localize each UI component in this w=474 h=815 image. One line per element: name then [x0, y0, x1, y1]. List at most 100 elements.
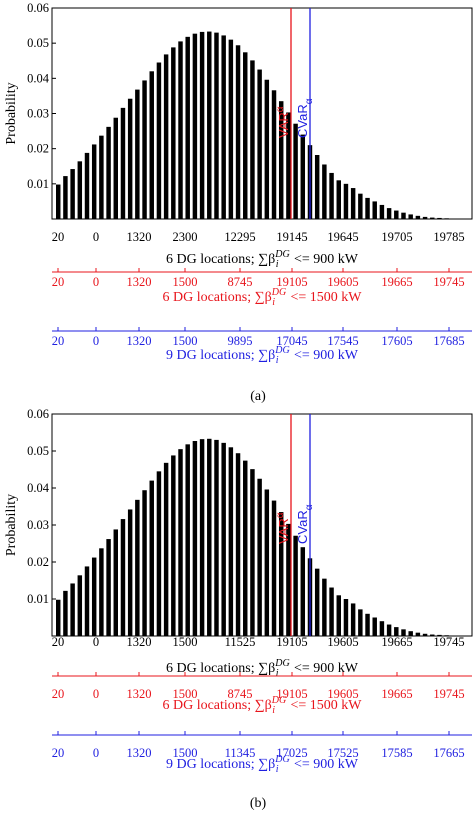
bar	[63, 176, 68, 219]
bar	[430, 634, 435, 636]
x-tick-label: 17545	[327, 334, 358, 348]
bar	[91, 144, 97, 219]
x-axis-2: 20 0 1320 1500 8745 19105 19605 19665 19745 6 DG …	[52, 268, 472, 308]
bar	[77, 575, 83, 636]
x-tick-label: 19605	[327, 635, 358, 649]
bar	[278, 101, 284, 219]
subcaption: (b)	[250, 796, 267, 811]
bar	[372, 617, 377, 636]
x-tick-label: 11345	[225, 746, 256, 760]
chart-panel-a: 0.01 0.02 0.03 0.04 0.05 0.06 Probability VARα C…	[4, 1, 473, 404]
bar	[228, 447, 234, 636]
x-tick-label: 19705	[381, 230, 412, 244]
bar	[163, 462, 169, 636]
bar	[300, 134, 306, 219]
bar	[199, 439, 205, 636]
bar	[336, 180, 341, 219]
bar	[99, 135, 104, 219]
x-tick-label: 0	[93, 334, 99, 348]
bar	[99, 548, 104, 636]
bar	[379, 621, 385, 636]
x-axis-label: 9 DG locations; ∑βDG i <= 900 kW	[166, 754, 359, 775]
x-axis-2: 20 0 1320 1500 8745 19105 19605 19665 19745 6 DG …	[52, 672, 472, 716]
bar	[127, 509, 133, 636]
y-tick-label: 0.04	[27, 71, 50, 85]
bar	[415, 632, 421, 636]
x-tick-label: 17045	[276, 334, 307, 348]
x-tick-label: 17025	[276, 746, 307, 760]
x-tick-label: 1500	[173, 635, 198, 649]
x-tick-label: 20	[52, 230, 65, 244]
bar	[149, 71, 154, 219]
x-axis-3: 20 0 1320 1500 9895 17045 17545 17605 17685 9 DG …	[52, 327, 472, 366]
x-tick-label: 17605	[381, 334, 412, 348]
y-tick-label: 0.05	[27, 36, 49, 50]
y-tick-label: 0.03	[27, 518, 49, 532]
bar	[214, 439, 219, 636]
x-tick-label: 19745	[433, 687, 464, 701]
x-tick-label: 17525	[327, 746, 358, 760]
x-tick-label: 1320	[127, 687, 152, 701]
bar	[70, 583, 75, 636]
cvar-text: CVaRα	[295, 504, 315, 544]
bar	[113, 529, 118, 636]
x-tick-label: 17665	[433, 746, 464, 760]
bar	[408, 631, 413, 636]
x-axis-1: 20 0 1320 1500 11525 19105 19605 19665 19745 6 DG…	[52, 635, 465, 679]
bar	[329, 172, 334, 219]
bar	[120, 107, 126, 219]
x-tick-label: 19605	[327, 687, 358, 701]
bar	[257, 478, 262, 636]
bar	[422, 633, 428, 636]
bar	[372, 201, 377, 219]
bar	[365, 197, 370, 219]
bar	[386, 624, 392, 636]
bar	[437, 217, 442, 219]
x-tick-label: 1500	[173, 687, 198, 701]
x-tick-label: 1320	[127, 230, 152, 244]
bar	[358, 609, 363, 636]
y-tick-label: 0.02	[27, 555, 49, 569]
bar	[394, 210, 399, 219]
bar	[221, 442, 226, 636]
bar	[343, 599, 349, 636]
bar	[106, 126, 111, 219]
cvar-label: CVaRα	[295, 98, 315, 138]
var-label: VARα	[275, 106, 291, 138]
x-tick-label: 20	[52, 275, 65, 289]
x-tick-label: 20	[52, 687, 65, 701]
x-tick-label: 19605	[327, 275, 358, 289]
bar	[70, 169, 75, 219]
x-tick-label: 0	[93, 230, 99, 244]
bar	[199, 31, 205, 219]
bar	[127, 98, 133, 219]
x-tick-label: 19105	[276, 687, 307, 701]
bar	[358, 193, 363, 219]
bar	[286, 112, 291, 219]
x-tick-label: 2300	[173, 230, 198, 244]
x-tick-label: 0	[93, 687, 99, 701]
bar	[300, 547, 306, 636]
bar	[156, 471, 162, 636]
bar	[56, 184, 61, 219]
bar	[171, 455, 176, 636]
bar	[437, 634, 442, 636]
bar	[235, 453, 241, 636]
bar	[243, 460, 248, 636]
bar	[422, 216, 428, 219]
bar	[257, 69, 262, 219]
y-tick-label: 0.06	[27, 407, 49, 421]
bar	[271, 500, 277, 636]
cvar-label: CVaRα	[295, 504, 315, 544]
x-axis-label: 6 DG locations; ∑βDG i <= 900 kW	[166, 658, 359, 679]
subcaption: (a)	[250, 389, 266, 404]
bar	[214, 32, 219, 220]
bar	[84, 566, 90, 636]
bar	[379, 204, 385, 219]
y-tick-label: 0.05	[27, 444, 49, 458]
bar	[293, 123, 298, 219]
x-tick-label: 1500	[173, 746, 198, 760]
bar	[235, 45, 241, 219]
x-tick-label: 17585	[381, 746, 412, 760]
